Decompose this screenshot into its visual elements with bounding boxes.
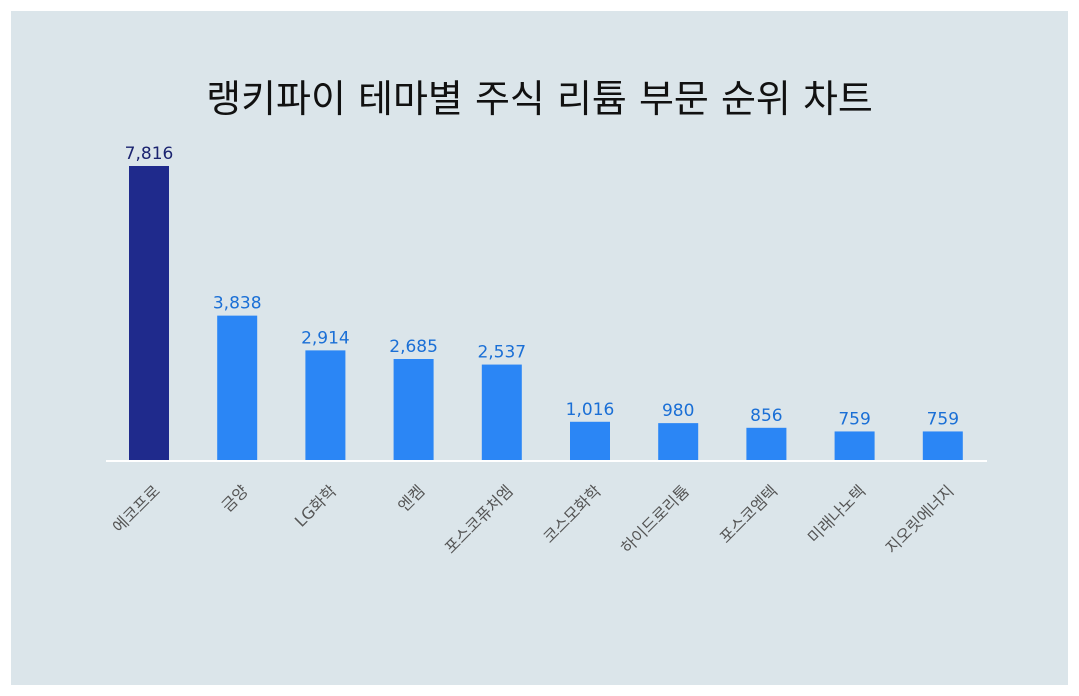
chart-panel	[11, 11, 1068, 685]
bar-3	[305, 350, 346, 460]
value-labels-group: 7,816 3,838 2,914 2,685 2,537 1,016 980 856 759 7…	[125, 144, 959, 429]
bar-5	[481, 364, 522, 460]
value-label-2: 3,838	[213, 294, 262, 314]
category-label-7: 하이드로리튬	[617, 481, 693, 557]
bar-4	[393, 359, 434, 460]
bar-9	[834, 431, 875, 460]
bar-7	[658, 423, 699, 460]
bar-2	[217, 315, 258, 460]
value-label-3: 2,914	[301, 328, 350, 348]
value-label-8: 856	[750, 406, 782, 426]
bars-group	[129, 166, 963, 460]
value-label-4: 2,685	[389, 337, 438, 357]
value-label-10: 759	[927, 409, 959, 429]
category-label-8: 포스코엠텍	[716, 481, 781, 546]
category-label-4: 엔켐	[394, 481, 428, 515]
category-label-2: 금양	[218, 481, 252, 515]
category-label-1: 에코프로	[109, 481, 164, 536]
bar-10	[922, 431, 963, 460]
category-label-10: 지오릿에너지	[882, 481, 958, 557]
category-label-9: 미래나노텍	[804, 481, 869, 546]
bar-6	[570, 421, 610, 460]
bar-8	[746, 427, 787, 460]
category-labels-group: 에코프로 금양 LG화학 엔켐 포스코퓨처엠 코스모화학 하이드로리튬 포스코엠텍 미래나노텍 지…	[109, 481, 958, 557]
value-label-6: 1,016	[566, 400, 615, 420]
value-label-5: 2,537	[477, 343, 526, 363]
value-label-1: 7,816	[125, 144, 174, 164]
bar-1	[129, 166, 169, 460]
category-label-5: 포스코퓨처엠	[441, 481, 517, 557]
category-label-6: 코스모화학	[539, 481, 605, 547]
chart-title: 랭키파이 테마별 주식 리튬 부문 순위 차트	[206, 77, 873, 121]
value-label-9: 759	[838, 409, 870, 429]
category-label-3: LG화학	[291, 481, 341, 531]
value-label-7: 980	[662, 401, 694, 421]
